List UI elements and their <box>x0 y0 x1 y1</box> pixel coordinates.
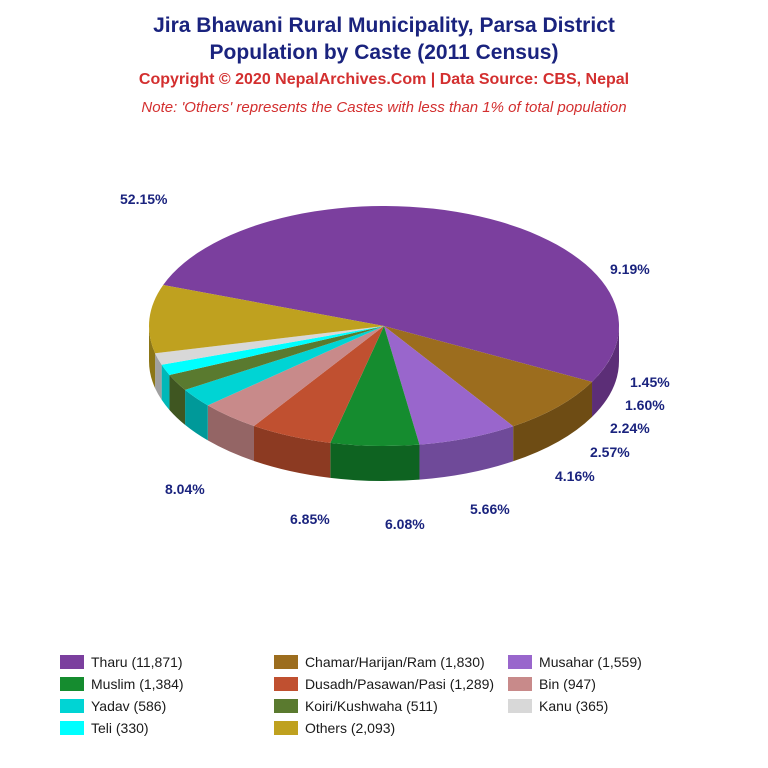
legend-swatch <box>274 677 298 691</box>
pct-label: 6.85% <box>290 511 330 527</box>
legend-label: Yadav (586) <box>91 698 166 714</box>
pct-label: 6.08% <box>385 516 425 532</box>
pie-svg <box>64 146 704 566</box>
legend-item: Chamar/Harijan/Ram (1,830) <box>274 654 494 670</box>
legend-item: Teli (330) <box>60 720 260 736</box>
legend-item: Muslim (1,384) <box>60 676 260 692</box>
pct-label: 8.04% <box>165 481 205 497</box>
legend-item: Others (2,093) <box>274 720 494 736</box>
pct-label: 2.57% <box>590 444 630 460</box>
legend-item: Tharu (11,871) <box>60 654 260 670</box>
title-line-2: Population by Caste (2011 Census) <box>0 39 768 66</box>
legend-swatch <box>274 699 298 713</box>
legend-label: Chamar/Harijan/Ram (1,830) <box>305 654 485 670</box>
legend-item: Kanu (365) <box>508 698 708 714</box>
legend: Tharu (11,871) Chamar/Harijan/Ram (1,830)… <box>60 654 708 736</box>
legend-label: Teli (330) <box>91 720 149 736</box>
legend-swatch <box>508 699 532 713</box>
legend-item: Dusadh/Pasawan/Pasi (1,289) <box>274 676 494 692</box>
pct-label: 2.24% <box>610 420 650 436</box>
title-line-1: Jira Bhawani Rural Municipality, Parsa D… <box>0 12 768 39</box>
legend-item: Koiri/Kushwaha (511) <box>274 698 494 714</box>
legend-label: Bin (947) <box>539 676 596 692</box>
pct-label: 52.15% <box>120 191 167 207</box>
legend-item: Musahar (1,559) <box>508 654 708 670</box>
legend-swatch <box>274 721 298 735</box>
copyright: Copyright © 2020 NepalArchives.Com | Dat… <box>0 71 768 89</box>
legend-item: Bin (947) <box>508 676 708 692</box>
pct-label: 5.66% <box>470 501 510 517</box>
title-block: Jira Bhawani Rural Municipality, Parsa D… <box>0 0 768 116</box>
legend-label: Koiri/Kushwaha (511) <box>305 698 438 714</box>
pie-chart: 52.15% 8.04% 6.85% 6.08% 5.66% 4.16% 2.57% 2.24… <box>0 146 768 566</box>
legend-label: Dusadh/Pasawan/Pasi (1,289) <box>305 676 494 692</box>
legend-swatch <box>60 677 84 691</box>
legend-swatch <box>508 655 532 669</box>
legend-swatch <box>274 655 298 669</box>
legend-label: Musahar (1,559) <box>539 654 642 670</box>
pct-label: 4.16% <box>555 468 595 484</box>
legend-item: Yadav (586) <box>60 698 260 714</box>
pie-side <box>330 442 419 480</box>
pct-label: 1.60% <box>625 397 665 413</box>
legend-label: Kanu (365) <box>539 698 608 714</box>
legend-swatch <box>60 721 84 735</box>
pct-label: 9.19% <box>610 261 650 277</box>
legend-swatch <box>508 677 532 691</box>
legend-swatch <box>60 699 84 713</box>
pct-label: 1.45% <box>630 374 670 390</box>
legend-label: Tharu (11,871) <box>91 654 183 670</box>
note: Note: 'Others' represents the Castes wit… <box>0 99 768 116</box>
legend-swatch <box>60 655 84 669</box>
legend-label: Muslim (1,384) <box>91 676 184 692</box>
legend-label: Others (2,093) <box>305 720 395 736</box>
